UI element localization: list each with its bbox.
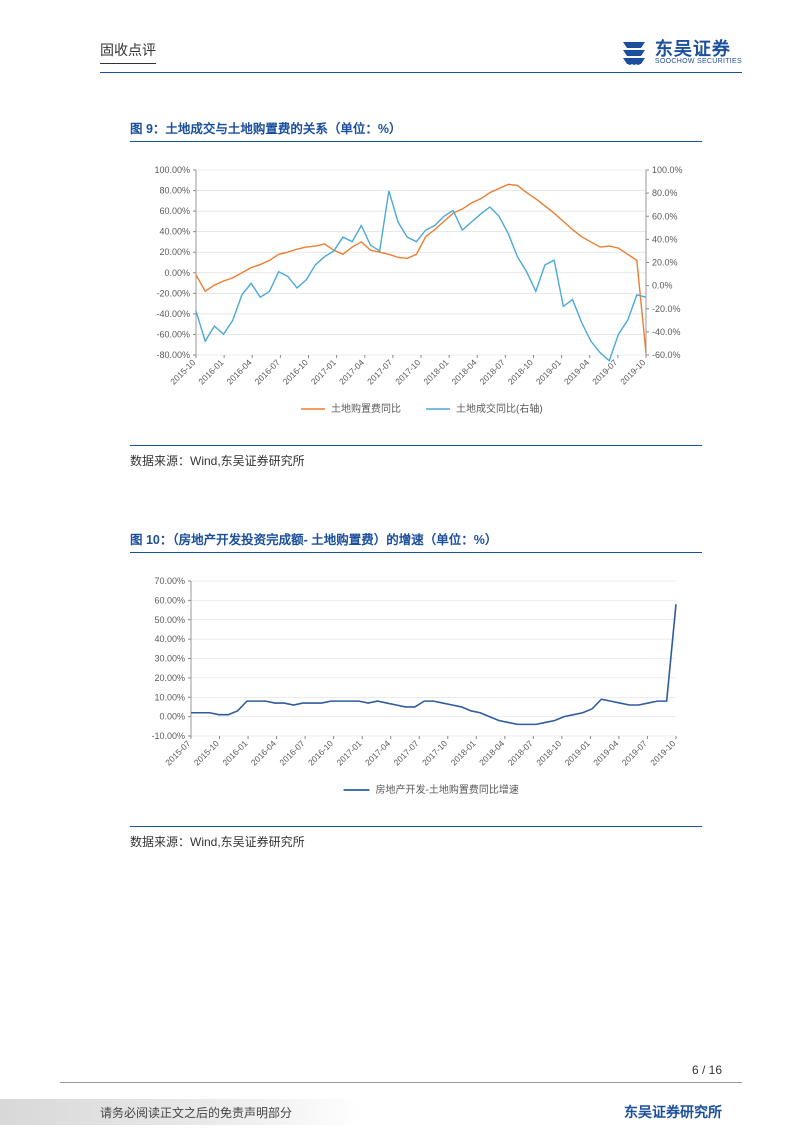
svg-text:2019-07: 2019-07 — [620, 738, 649, 767]
svg-text:2017-07: 2017-07 — [392, 738, 421, 767]
svg-text:2017-10: 2017-10 — [393, 357, 422, 386]
svg-text:0.0%: 0.0% — [652, 281, 673, 291]
svg-text:2018-10: 2018-10 — [506, 357, 535, 386]
logo-cn-text: 东吴证券 — [655, 40, 742, 58]
svg-text:20.00%: 20.00% — [154, 673, 185, 683]
svg-text:2016-07: 2016-07 — [253, 357, 282, 386]
svg-text:2018-10: 2018-10 — [534, 738, 563, 767]
svg-text:2018-04: 2018-04 — [450, 357, 479, 386]
figure-9-title: 图 9：土地成交与土地购置费的关系（单位：%） — [130, 118, 702, 142]
svg-text:2018-01: 2018-01 — [449, 738, 478, 767]
logo-en-text: SOOCHOW SECURITIES — [655, 58, 742, 65]
disclaimer-text: 请务必阅读正文之后的免责声明部分 — [0, 1099, 361, 1125]
svg-text:2019-04: 2019-04 — [562, 357, 591, 386]
svg-text:2016-04: 2016-04 — [225, 357, 254, 386]
logo-icon: SCS — [619, 38, 649, 66]
page-header: 固收点评 SCS 东吴证券 SOOCHOW SECURITIES — [0, 0, 802, 72]
svg-text:70.00%: 70.00% — [154, 576, 185, 586]
company-logo: SCS 东吴证券 SOOCHOW SECURITIES — [619, 38, 742, 66]
svg-text:2017-10: 2017-10 — [420, 738, 449, 767]
svg-text:20.0%: 20.0% — [652, 258, 678, 268]
svg-text:2018-07: 2018-07 — [506, 738, 535, 767]
svg-text:2018-07: 2018-07 — [478, 357, 507, 386]
figure-9-chart: -80.00% -60.00% -40.00% -20.00% 0.00% 20.00% 4… — [130, 162, 702, 417]
figure-10-source: 数据来源：Wind,东吴证券研究所 — [130, 826, 702, 850]
svg-text:2019-10: 2019-10 — [648, 738, 677, 767]
svg-text:2016-01: 2016-01 — [220, 738, 249, 767]
svg-text:2017-04: 2017-04 — [363, 738, 392, 767]
svg-text:0.00%: 0.00% — [159, 712, 185, 722]
figure-10-chart: -10.00% 0.00% 10.00% 20.00% 30.00% 40.00% 50.0… — [130, 573, 702, 798]
svg-text:2017-04: 2017-04 — [337, 357, 366, 386]
svg-text:40.0%: 40.0% — [652, 234, 678, 244]
svg-text:-10.00%: -10.00% — [151, 731, 185, 741]
svg-text:-20.00%: -20.00% — [156, 288, 190, 298]
svg-text:20.00%: 20.00% — [159, 247, 190, 257]
figure-9-source: 数据来源：Wind,东吴证券研究所 — [130, 445, 702, 469]
svg-text:40.00%: 40.00% — [159, 227, 190, 237]
figure-9-block: 图 9：土地成交与土地购置费的关系（单位：%） -80.00% -60.00% -4… — [130, 118, 702, 469]
svg-text:2019-10: 2019-10 — [618, 357, 647, 386]
svg-text:60.0%: 60.0% — [652, 211, 678, 221]
svg-text:2017-01: 2017-01 — [334, 738, 363, 767]
svg-text:2016-10: 2016-10 — [306, 738, 335, 767]
svg-text:房地产开发-土地购置费同比增速: 房地产开发-土地购置费同比增速 — [376, 783, 519, 796]
svg-text:10.00%: 10.00% — [154, 692, 185, 702]
svg-text:-40.00%: -40.00% — [156, 309, 190, 319]
figure-10-title: 图 10：（房地产开发投资完成额- 土地购置费）的增速（单位：%） — [130, 529, 702, 553]
footer-divider — [60, 1082, 742, 1083]
page-footer: 请务必阅读正文之后的免责声明部分 东吴证券研究所 — [0, 1099, 802, 1125]
svg-text:2016-07: 2016-07 — [277, 738, 306, 767]
svg-text:2017-01: 2017-01 — [309, 357, 338, 386]
logo-abbr: SCS — [628, 61, 640, 67]
svg-text:-40.0%: -40.0% — [652, 327, 681, 337]
svg-text:土地成交同比(右轴): 土地成交同比(右轴) — [456, 402, 543, 415]
svg-text:60.00%: 60.00% — [159, 206, 190, 216]
svg-text:-60.00%: -60.00% — [156, 329, 190, 339]
section-title: 固收点评 — [100, 40, 156, 64]
svg-text:0.00%: 0.00% — [164, 268, 190, 278]
svg-text:2019-01: 2019-01 — [534, 357, 563, 386]
svg-text:2019-07: 2019-07 — [590, 357, 619, 386]
svg-text:2017-07: 2017-07 — [365, 357, 394, 386]
svg-text:2018-01: 2018-01 — [421, 357, 450, 386]
header-divider — [100, 72, 742, 73]
svg-text:2019-04: 2019-04 — [591, 738, 620, 767]
svg-text:30.00%: 30.00% — [154, 654, 185, 664]
svg-text:2016-01: 2016-01 — [196, 357, 225, 386]
svg-text:60.00%: 60.00% — [154, 595, 185, 605]
svg-text:80.00%: 80.00% — [159, 186, 190, 196]
page-number: 6 / 16 — [692, 1063, 722, 1077]
svg-text:2015-07: 2015-07 — [163, 738, 192, 767]
svg-text:-80.00%: -80.00% — [156, 350, 190, 360]
svg-text:2015-10: 2015-10 — [168, 357, 197, 386]
svg-text:40.00%: 40.00% — [154, 634, 185, 644]
footer-org: 东吴证券研究所 — [624, 1102, 722, 1122]
svg-text:2019-01: 2019-01 — [563, 738, 592, 767]
svg-text:2016-04: 2016-04 — [249, 738, 278, 767]
svg-text:100.0%: 100.0% — [652, 165, 683, 175]
svg-text:80.0%: 80.0% — [652, 188, 678, 198]
svg-text:2015-10: 2015-10 — [192, 738, 221, 767]
figure-10-block: 图 10：（房地产开发投资完成额- 土地购置费）的增速（单位：%） -10.00… — [130, 529, 702, 850]
svg-text:100.00%: 100.00% — [154, 165, 190, 175]
svg-text:土地购置费同比: 土地购置费同比 — [331, 402, 401, 415]
svg-text:-60.0%: -60.0% — [652, 350, 681, 360]
svg-text:-20.0%: -20.0% — [652, 304, 681, 314]
svg-text:50.00%: 50.00% — [154, 615, 185, 625]
svg-text:2018-04: 2018-04 — [477, 738, 506, 767]
svg-text:2016-10: 2016-10 — [281, 357, 310, 386]
